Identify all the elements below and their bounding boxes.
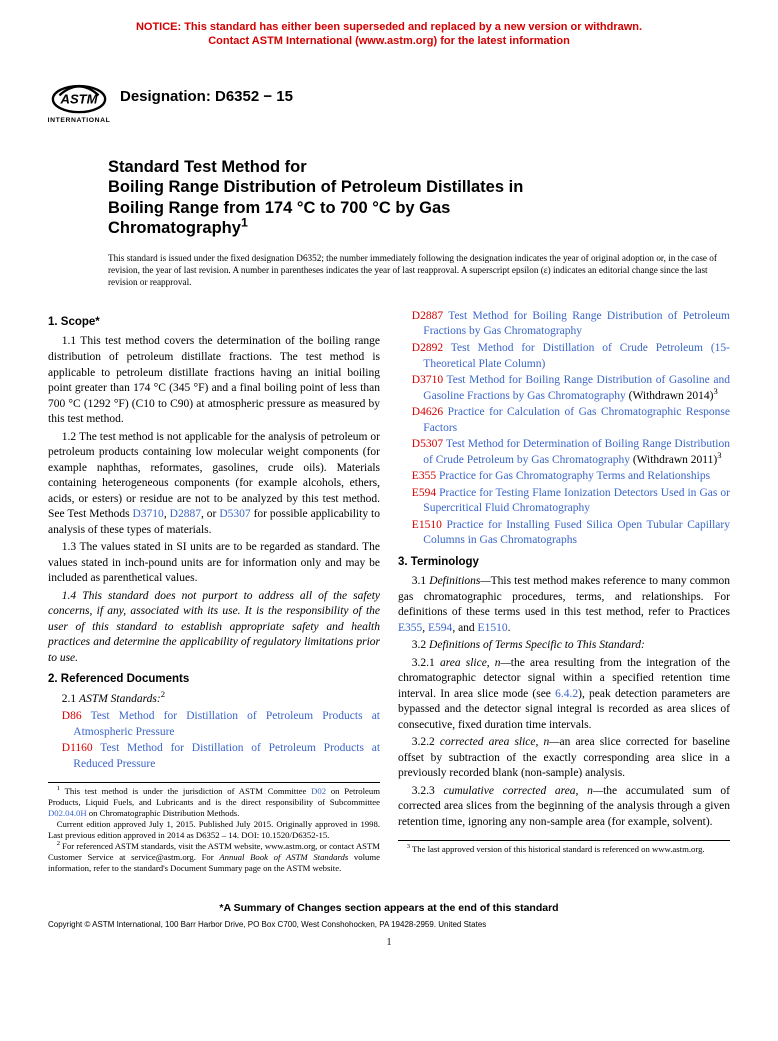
- term-3-2: 3.2 Definitions of Terms Specific to Thi…: [398, 638, 730, 654]
- link-e594[interactable]: E594: [428, 622, 452, 634]
- term-3-2-2: 3.2.2 corrected area slice, n—an area sl…: [398, 735, 730, 782]
- ref-item: E1510 Practice for Installing Fused Sili…: [398, 518, 730, 549]
- refdocs-subhead: 2.1 ASTM Standards:2: [48, 692, 380, 708]
- link-e1510[interactable]: E1510: [478, 622, 508, 634]
- ref-title[interactable]: Practice for Testing Flame Ionization De…: [423, 487, 730, 515]
- ref-title[interactable]: Test Method for Boiling Range Distributi…: [423, 310, 730, 338]
- link-d02[interactable]: D02: [311, 786, 326, 796]
- ref-code[interactable]: D2892: [412, 342, 443, 354]
- term-3-2-3: 3.2.3 cumulative corrected area, n—the a…: [398, 784, 730, 831]
- ref-item: E355 Practice for Gas Chromatography Ter…: [398, 469, 730, 485]
- link-e355[interactable]: E355: [398, 622, 422, 634]
- ref-code[interactable]: E355: [412, 470, 436, 482]
- link-d2887[interactable]: D2887: [170, 508, 201, 520]
- notice-line-1: NOTICE: This standard has either been su…: [136, 21, 642, 33]
- ref-item: E594 Practice for Testing Flame Ionizati…: [398, 486, 730, 517]
- right-column: D2887 Test Method for Boiling Range Dist…: [398, 309, 730, 873]
- ref-code[interactable]: E1510: [412, 519, 442, 531]
- ref-item: D4626 Practice for Calculation of Gas Ch…: [398, 405, 730, 436]
- scope-1-4: 1.4 This standard does not purport to ad…: [48, 589, 380, 667]
- ref-item: D5307 Test Method for Determination of B…: [398, 437, 730, 468]
- ref-code[interactable]: D4626: [412, 406, 443, 418]
- ref-code[interactable]: D86: [62, 710, 82, 722]
- astm-logo: ASTM INTERNATIONAL: [48, 67, 110, 129]
- ref-suffix: (Withdrawn 2011): [630, 454, 717, 466]
- terminology-heading: 3. Terminology: [398, 555, 730, 571]
- scope-1-3: 1.3 The values stated in SI units are to…: [48, 540, 380, 587]
- link-642[interactable]: 6.4.2: [555, 688, 578, 700]
- footnotes-right: 3 The last approved version of this hist…: [398, 840, 730, 855]
- document-title: Standard Test Method for Boiling Range D…: [108, 157, 730, 240]
- title-line-2: Boiling Range Distribution of Petroleum …: [108, 178, 523, 196]
- link-d02040h[interactable]: D02.04.0H: [48, 808, 87, 818]
- ref-item: D86 Test Method for Distillation of Petr…: [48, 709, 380, 740]
- astm-logo-icon: ASTM: [51, 71, 107, 115]
- ref-title[interactable]: Practice for Installing Fused Silica Ope…: [423, 519, 730, 547]
- ref-suffix: (Withdrawn 2014): [626, 390, 714, 402]
- footnote-3: 3 The last approved version of this hist…: [398, 844, 730, 855]
- preamble-text: This standard is issued under the fixed …: [108, 253, 730, 289]
- ref-title[interactable]: Test Method for Distillation of Petroleu…: [73, 742, 380, 770]
- summary-of-changes-line: *A Summary of Changes section appears at…: [48, 901, 730, 915]
- header-row: ASTM INTERNATIONAL Designation: D6352 − …: [48, 67, 730, 129]
- title-line-3: Boiling Range from 174 °C to 700 °C by G…: [108, 199, 450, 217]
- ref-title[interactable]: Practice for Gas Chromatography Terms an…: [439, 470, 710, 482]
- two-column-body: 1. Scope* 1.1 This test method covers th…: [48, 309, 730, 873]
- designation-text: Designation: D6352 − 15: [120, 87, 293, 107]
- link-d3710[interactable]: D3710: [133, 508, 164, 520]
- logo-caption: INTERNATIONAL: [48, 116, 111, 125]
- scope-heading: 1. Scope*: [48, 315, 380, 331]
- footnotes-left: 1 This test method is under the jurisdic…: [48, 782, 380, 873]
- link-d5307[interactable]: D5307: [219, 508, 250, 520]
- ref-code[interactable]: D5307: [412, 438, 443, 450]
- ref-item: D2887 Test Method for Boiling Range Dist…: [398, 309, 730, 340]
- ref-title[interactable]: Test Method for Distillation of Crude Pe…: [423, 342, 730, 370]
- copyright-line: Copyright © ASTM International, 100 Barr…: [48, 920, 730, 931]
- notice-banner: NOTICE: This standard has either been su…: [48, 20, 730, 49]
- scope-1-2: 1.2 The test method is not applicable fo…: [48, 430, 380, 539]
- left-column: 1. Scope* 1.1 This test method covers th…: [48, 309, 380, 873]
- refdocs-right-list: D2887 Test Method for Boiling Range Dist…: [398, 309, 730, 549]
- term-3-1: 3.1 Definitions—This test method makes r…: [398, 574, 730, 636]
- ref-title[interactable]: Test Method for Distillation of Petroleu…: [73, 710, 380, 738]
- footnote-2: 2 For referenced ASTM standards, visit t…: [48, 841, 380, 874]
- refdocs-heading: 2. Referenced Documents: [48, 672, 380, 688]
- title-line-4: Chromatography: [108, 219, 241, 237]
- ref-code[interactable]: D2887: [412, 310, 443, 322]
- title-line-1: Standard Test Method for: [108, 158, 307, 176]
- ref-code[interactable]: E594: [412, 487, 436, 499]
- footnote-1: 1 This test method is under the jurisdic…: [48, 786, 380, 819]
- ref-code[interactable]: D3710: [412, 374, 443, 386]
- ref-item: D1160 Test Method for Distillation of Pe…: [48, 741, 380, 772]
- ref-code[interactable]: D1160: [62, 742, 93, 754]
- footnote-1b: Current edition approved July 1, 2015. P…: [48, 819, 380, 841]
- term-3-2-1: 3.2.1 area slice, n—the area resulting f…: [398, 656, 730, 734]
- scope-1-1: 1.1 This test method covers the determin…: [48, 334, 380, 427]
- ref-item: D3710 Test Method for Boiling Range Dist…: [398, 373, 730, 404]
- ref-title[interactable]: Practice for Calculation of Gas Chromato…: [423, 406, 730, 434]
- svg-text:ASTM: ASTM: [60, 91, 99, 106]
- notice-line-2: Contact ASTM International (www.astm.org…: [208, 35, 570, 47]
- title-superscript: 1: [241, 216, 248, 230]
- ref-item: D2892 Test Method for Distillation of Cr…: [398, 341, 730, 372]
- page-number: 1: [48, 936, 730, 950]
- refdocs-left-list: D86 Test Method for Distillation of Petr…: [48, 709, 380, 772]
